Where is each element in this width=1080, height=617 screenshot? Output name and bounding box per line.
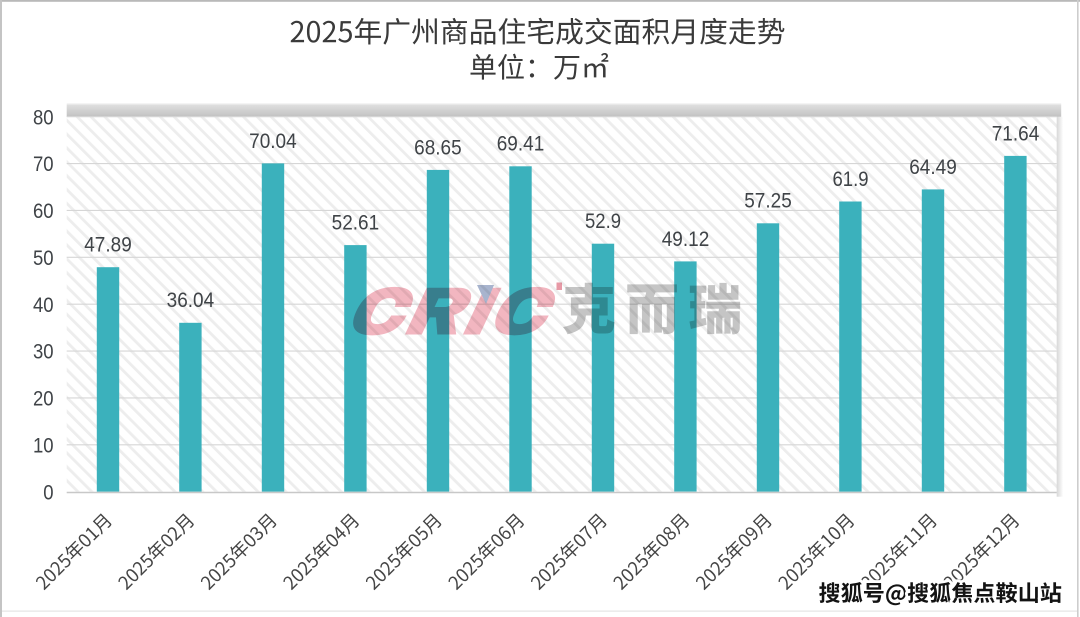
svg-text:69.41: 69.41 <box>497 132 545 156</box>
svg-text:80: 80 <box>33 105 54 129</box>
svg-text:47.89: 47.89 <box>84 233 132 257</box>
svg-text:10: 10 <box>33 433 54 457</box>
svg-text:64.49: 64.49 <box>909 155 957 179</box>
svg-text:52.61: 52.61 <box>332 211 380 235</box>
svg-text:36.04: 36.04 <box>167 288 215 312</box>
svg-text:68.65: 68.65 <box>414 135 462 159</box>
svg-text:70: 70 <box>33 152 54 176</box>
svg-text:30: 30 <box>33 340 54 364</box>
svg-text:50: 50 <box>33 246 54 270</box>
svg-text:70.04: 70.04 <box>249 129 297 153</box>
svg-text:71.64: 71.64 <box>992 121 1040 145</box>
svg-text:52.9: 52.9 <box>585 209 621 233</box>
svg-text:20: 20 <box>33 387 54 411</box>
svg-text:49.12: 49.12 <box>662 227 710 251</box>
svg-text:40: 40 <box>33 293 54 317</box>
svg-text:0: 0 <box>43 480 53 504</box>
svg-text:61.9: 61.9 <box>833 167 869 191</box>
svg-text:57.25: 57.25 <box>744 189 792 213</box>
svg-text:60: 60 <box>33 199 54 223</box>
